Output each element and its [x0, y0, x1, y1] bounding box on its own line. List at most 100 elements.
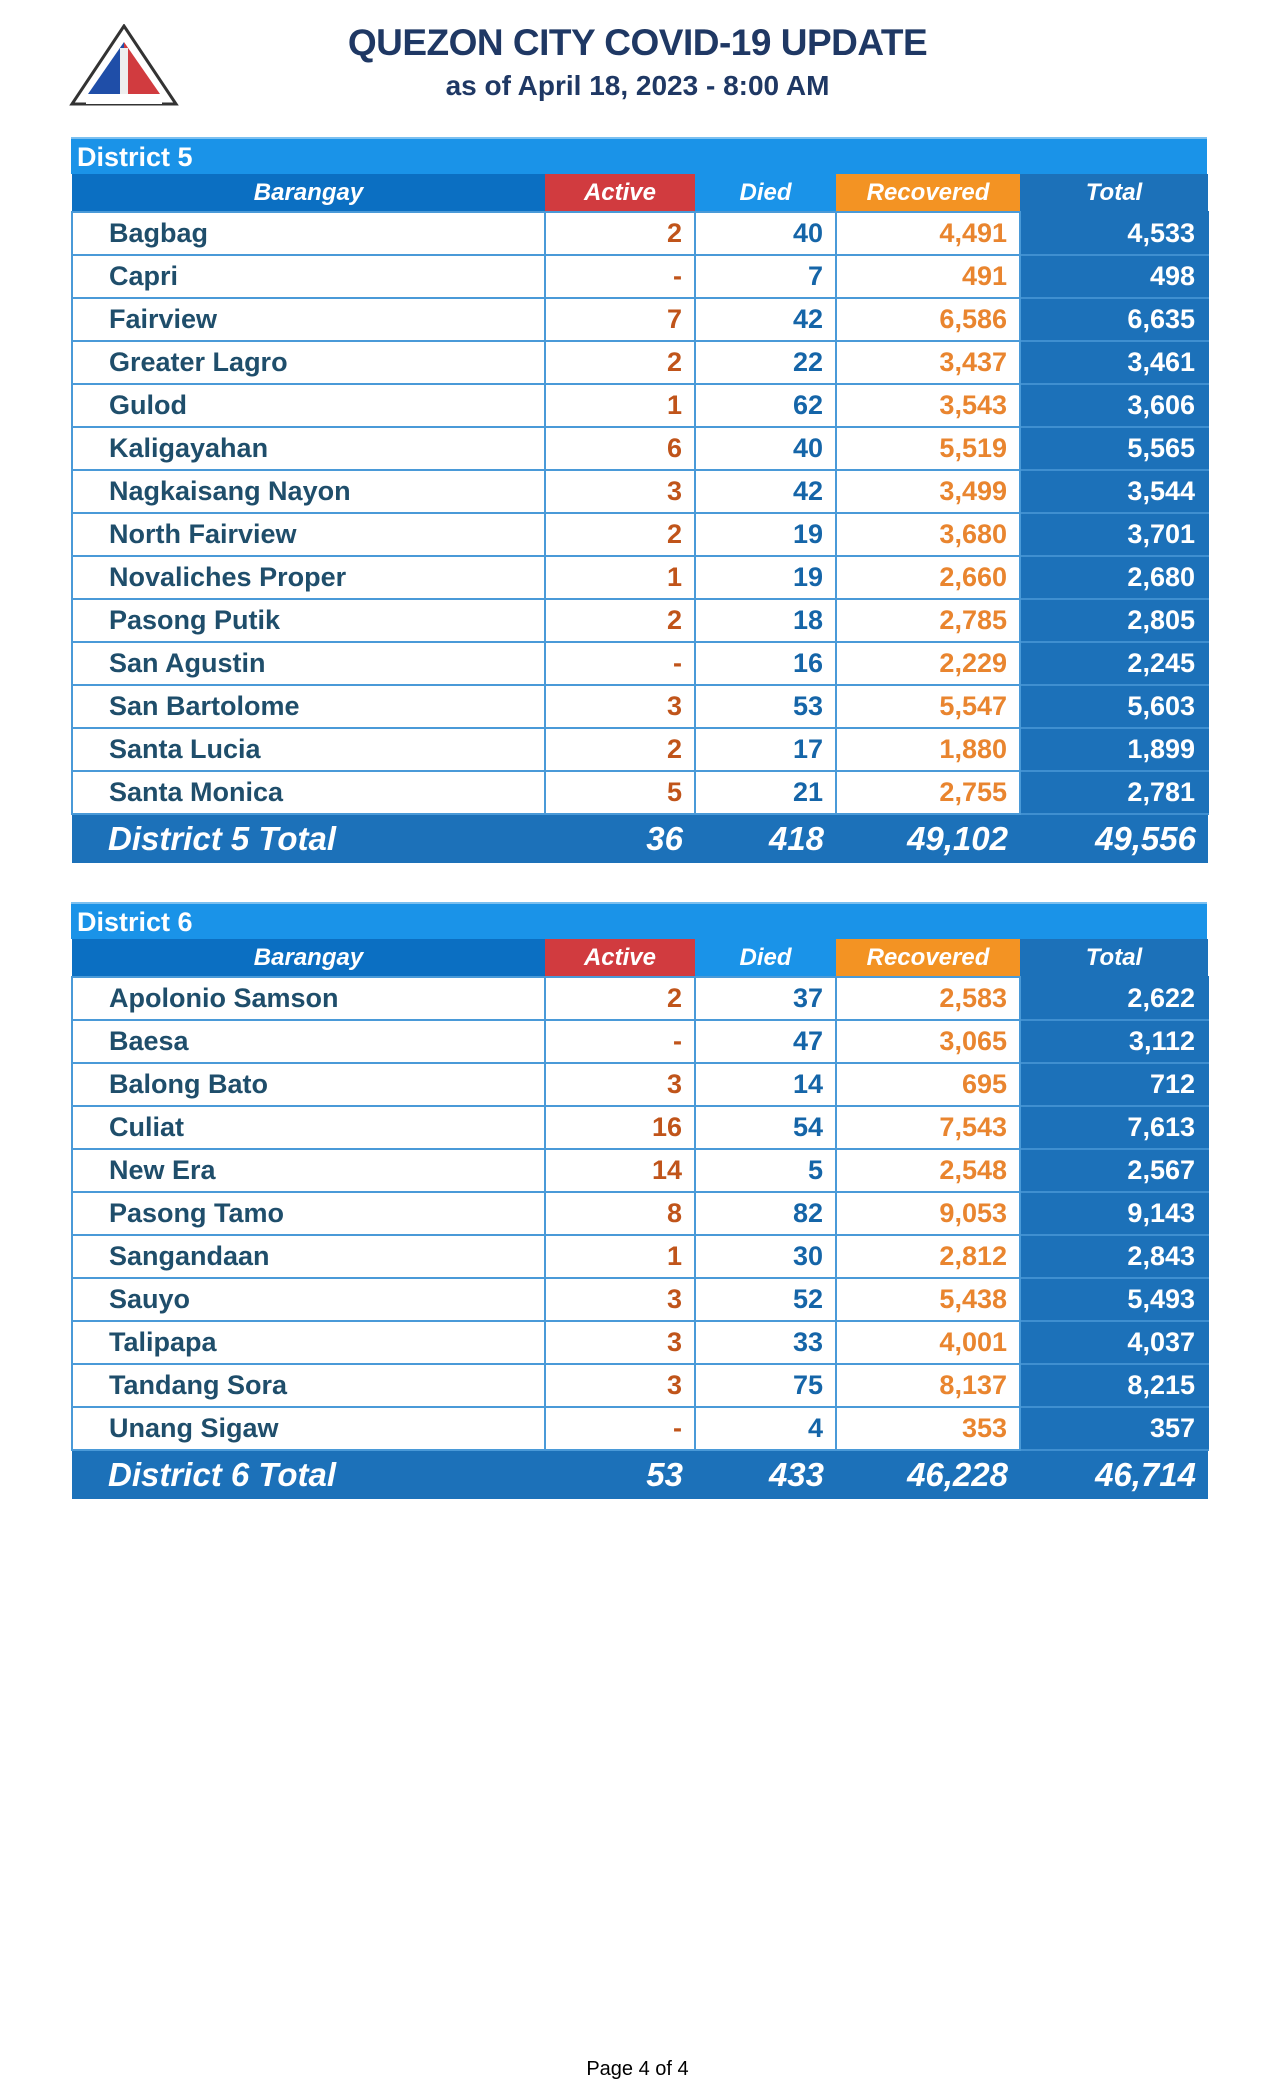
cell-barangay: Fairview: [71, 297, 546, 342]
cell-died: 5: [694, 1148, 837, 1193]
table-row: Pasong Putik 2 18 2,785 2,805: [71, 598, 1209, 643]
cell-recovered: 5,547: [835, 684, 1021, 729]
table-row: Greater Lagro 2 22 3,437 3,461: [71, 340, 1209, 385]
cell-recovered: 3,065: [835, 1019, 1021, 1064]
cell-recovered: 353: [835, 1406, 1021, 1451]
column-header-row: Barangay Active Died Recovered Total: [72, 939, 1208, 977]
cell-barangay: Novaliches Proper: [71, 555, 546, 600]
cell-barangay: Pasong Tamo: [71, 1191, 546, 1236]
table-row: Balong Bato 3 14 695 712: [71, 1062, 1209, 1107]
cell-active: -: [544, 641, 696, 686]
cell-recovered: 6,586: [835, 297, 1021, 342]
table-row: Sangandaan 1 30 2,812 2,843: [71, 1234, 1209, 1279]
cell-died: 82: [694, 1191, 837, 1236]
cell-total: 2,680: [1019, 555, 1209, 600]
table-row: Novaliches Proper 1 19 2,660 2,680: [71, 555, 1209, 600]
cell-barangay: Balong Bato: [71, 1062, 546, 1107]
cell-total: 3,461: [1019, 340, 1209, 385]
cell-recovered: 2,229: [835, 641, 1021, 686]
cell-active: -: [544, 1019, 696, 1064]
cell-recovered: 7,543: [835, 1105, 1021, 1150]
total-recovered: 46,228: [836, 1450, 1020, 1499]
cell-active: 2: [544, 512, 696, 557]
cell-died: 40: [694, 211, 837, 256]
cell-recovered: 2,583: [835, 976, 1021, 1021]
cell-barangay: Nagkaisang Nayon: [71, 469, 546, 514]
cell-total: 3,112: [1019, 1019, 1209, 1064]
cell-recovered: 2,755: [835, 770, 1021, 815]
cell-died: 4: [694, 1406, 837, 1451]
total-total: 49,556: [1020, 814, 1208, 863]
cell-barangay: North Fairview: [71, 512, 546, 557]
total-died: 433: [695, 1450, 836, 1499]
cell-recovered: 3,499: [835, 469, 1021, 514]
cell-active: 3: [544, 684, 696, 729]
cell-barangay: Culiat: [71, 1105, 546, 1150]
cell-recovered: 2,548: [835, 1148, 1021, 1193]
table-row: Gulod 1 62 3,543 3,606: [71, 383, 1209, 428]
cell-barangay: Sangandaan: [71, 1234, 546, 1279]
column-header-recovered: Recovered: [836, 939, 1020, 977]
cell-total: 712: [1019, 1062, 1209, 1107]
quezon-city-seal-logo: [69, 24, 179, 106]
table-row: Nagkaisang Nayon 3 42 3,499 3,544: [71, 469, 1209, 514]
cell-barangay: San Agustin: [71, 641, 546, 686]
cell-total: 2,567: [1019, 1148, 1209, 1193]
cell-recovered: 4,491: [835, 211, 1021, 256]
cell-active: 6: [544, 426, 696, 471]
cell-active: 1: [544, 383, 696, 428]
table-row: Talipapa 3 33 4,001 4,037: [71, 1320, 1209, 1365]
total-active: 53: [545, 1450, 695, 1499]
cell-total: 357: [1019, 1406, 1209, 1451]
column-header-barangay: Barangay: [72, 174, 545, 212]
cell-recovered: 2,660: [835, 555, 1021, 600]
cell-total: 4,037: [1019, 1320, 1209, 1365]
cell-barangay: Santa Monica: [71, 770, 546, 815]
cell-active: -: [544, 1406, 696, 1451]
cell-barangay: San Bartolome: [71, 684, 546, 729]
cell-recovered: 1,880: [835, 727, 1021, 772]
cell-total: 3,701: [1019, 512, 1209, 557]
cell-recovered: 3,680: [835, 512, 1021, 557]
district-header: District 5: [71, 137, 1207, 174]
district-6-table: District 6 Barangay Active Died Recovered Tot…: [71, 902, 1209, 1499]
cell-active: 3: [544, 1363, 696, 1408]
column-header-barangay: Barangay: [72, 939, 545, 977]
cell-barangay: Kaligayahan: [71, 426, 546, 471]
cell-active: 7: [544, 297, 696, 342]
cell-recovered: 2,812: [835, 1234, 1021, 1279]
cell-total: 5,603: [1019, 684, 1209, 729]
table-row: Sauyo 3 52 5,438 5,493: [71, 1277, 1209, 1322]
cell-died: 75: [694, 1363, 837, 1408]
cell-recovered: 491: [835, 254, 1021, 299]
cell-recovered: 5,519: [835, 426, 1021, 471]
cell-barangay: Bagbag: [71, 211, 546, 256]
cell-barangay: Tandang Sora: [71, 1363, 546, 1408]
cell-active: 16: [544, 1105, 696, 1150]
cell-barangay: Sauyo: [71, 1277, 546, 1322]
cell-active: 1: [544, 555, 696, 600]
district-total-row: District 6 Total 53 433 46,228 46,714: [72, 1450, 1208, 1499]
cell-died: 37: [694, 976, 837, 1021]
cell-total: 8,215: [1019, 1363, 1209, 1408]
total-recovered: 49,102: [836, 814, 1020, 863]
cell-barangay: New Era: [71, 1148, 546, 1193]
cell-died: 30: [694, 1234, 837, 1279]
cell-active: 5: [544, 770, 696, 815]
cell-total: 2,805: [1019, 598, 1209, 643]
cell-died: 47: [694, 1019, 837, 1064]
cell-barangay: Apolonio Samson: [71, 976, 546, 1021]
cell-total: 498: [1019, 254, 1209, 299]
column-header-died: Died: [695, 174, 836, 212]
cell-died: 14: [694, 1062, 837, 1107]
cell-barangay: Baesa: [71, 1019, 546, 1064]
cell-died: 19: [694, 555, 837, 600]
cell-total: 2,843: [1019, 1234, 1209, 1279]
district-header: District 6: [71, 902, 1207, 939]
district-total-row: District 5 Total 36 418 49,102 49,556: [72, 814, 1208, 863]
cell-died: 19: [694, 512, 837, 557]
cell-barangay: Greater Lagro: [71, 340, 546, 385]
cell-active: 2: [544, 598, 696, 643]
page-title: QUEZON CITY COVID-19 UPDATE: [347, 22, 928, 63]
cell-total: 5,493: [1019, 1277, 1209, 1322]
